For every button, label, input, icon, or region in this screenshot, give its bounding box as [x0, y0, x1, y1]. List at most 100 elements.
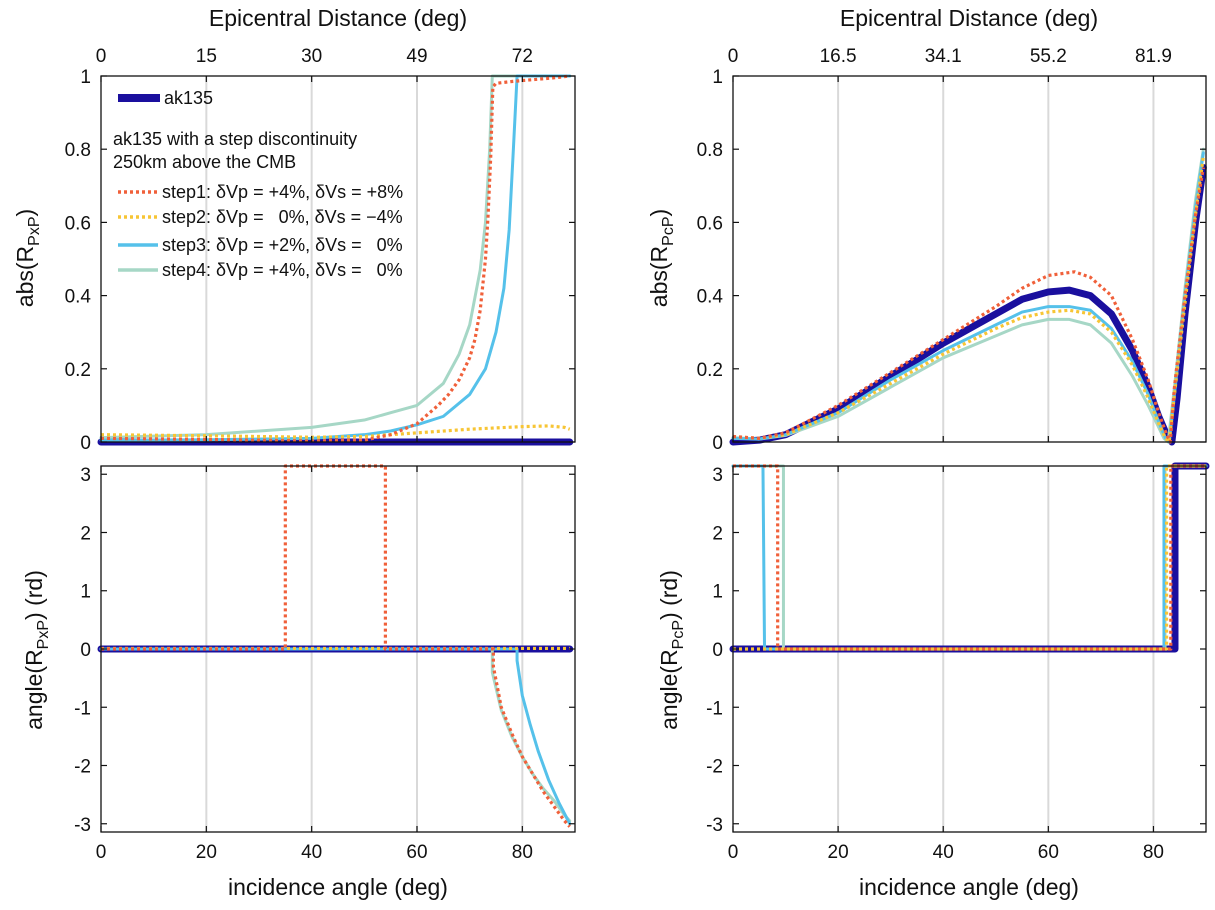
legend-label-step4: step4: δVp = +4%, δVs = 0% — [162, 260, 403, 280]
legend-note-line1: ak135 with a step discontinuity — [113, 129, 357, 149]
y-axis-title-sub: PcP — [660, 216, 677, 245]
series-line-step3 — [731, 464, 1208, 651]
legend-note-line2: 250km above the CMB — [113, 152, 296, 172]
series-line-step4 — [731, 464, 1208, 651]
y-axis-title-tail: ) — [646, 209, 672, 217]
series-line-ak135 — [729, 462, 1210, 653]
x-tick-label: 80 — [512, 842, 533, 863]
top-tick-label: 15 — [196, 46, 217, 67]
y-tick-label: 1 — [80, 582, 91, 603]
y-tick-label: -1 — [74, 698, 91, 719]
grid-lines — [205, 76, 524, 442]
y-tick-label: 2 — [712, 523, 723, 544]
legend-label-step3: step3: δVp = +2%, δVs = 0% — [162, 235, 403, 255]
grid-lines — [837, 76, 1155, 442]
legend-label-step1: step1: δVp = +4%, δVs = +8% — [162, 182, 403, 202]
top-tick-label: 81.9 — [1135, 46, 1172, 67]
legend: ak135 ak135 with a step discontinuity 25… — [113, 88, 403, 280]
series-line-step3 — [731, 151, 1205, 444]
x-tick-label: 40 — [301, 842, 322, 863]
y-axis-title-sub: PcP — [670, 620, 687, 649]
y-axis-title-main: abs(R — [12, 246, 38, 307]
y-tick-label: 1 — [712, 582, 723, 603]
y-tick-label: 1 — [80, 67, 91, 88]
panel-pxp-abs: 0 15 30 49 72 0 0.2 0.4 0.6 0.8 1 Epicentral Dista… — [12, 5, 576, 454]
y-tick-label: 0 — [80, 433, 91, 454]
y-tick-label: 1 — [712, 67, 723, 88]
y-tick-label: 0 — [712, 433, 723, 454]
y-axis-title-main: angle(R — [656, 649, 682, 730]
y-tick-label: -3 — [74, 815, 91, 836]
series-line-step3 — [99, 647, 572, 826]
panel-pxp-angle: 0 20 40 60 80 -3 -2 -1 0 1 2 3 incidence angle (deg… — [21, 464, 576, 900]
y-axis-title: angle(RPxP) (rd) — [21, 570, 52, 730]
y-tick-label: 2 — [80, 523, 91, 544]
x-axis-title: incidence angle (deg) — [859, 874, 1079, 900]
x-tick-label: 20 — [828, 842, 849, 863]
top-tick-label: 72 — [512, 46, 533, 67]
panel-pcp-angle: 0 20 40 60 80 -3 -2 -1 0 1 2 3 incidence angle (deg… — [656, 462, 1210, 900]
y-axis-title: abs(RPxP) — [12, 209, 43, 307]
x-tick-label: 0 — [728, 842, 739, 863]
series-line-step2 — [100, 424, 571, 439]
series-line-step4 — [99, 647, 572, 823]
y-axis-title: abs(RPcP) — [646, 209, 677, 307]
x-tick-label: 60 — [1038, 842, 1059, 863]
top-axis-title: Epicentral Distance (deg) — [840, 5, 1098, 31]
y-tick-label: 3 — [712, 465, 723, 486]
series-line-step2 — [732, 156, 1205, 444]
legend-label-ak135: ak135 — [164, 88, 213, 108]
x-tick-label: 60 — [406, 842, 427, 863]
y-axis-title-sub: PxP — [35, 620, 52, 649]
top-tick-label: 55.2 — [1030, 46, 1067, 67]
y-tick-label: 0.4 — [697, 287, 724, 308]
legend-label-step2: step2: δVp = 0%, δVs = −4% — [162, 207, 403, 227]
top-tick-label: 0 — [96, 46, 107, 67]
y-tick-label: -1 — [706, 698, 723, 719]
y-tick-label: 0.8 — [697, 140, 723, 161]
y-axis-title-main: angle(R — [21, 649, 47, 730]
y-tick-label: 0.6 — [65, 213, 91, 234]
y-axis-title-main: abs(R — [646, 246, 672, 307]
y-axis-title: angle(RPcP) (rd) — [656, 570, 687, 730]
y-tick-label: 0.6 — [697, 213, 723, 234]
y-axis-title-sub: PxP — [26, 216, 43, 245]
series-line-ak135 — [729, 164, 1207, 446]
axis-ticks: 0 20 40 60 80 -3 -2 -1 0 1 2 3 — [706, 465, 1206, 863]
series-line-step4 — [731, 147, 1205, 444]
series-line-step1 — [101, 464, 571, 828]
top-tick-label: 34.1 — [925, 46, 962, 67]
y-tick-label: 0 — [80, 640, 91, 661]
y-tick-label: 0.4 — [65, 287, 92, 308]
series-line-step1 — [100, 74, 570, 443]
y-tick-label: -2 — [74, 757, 91, 778]
axis-ticks: 0 16.5 34.1 55.2 81.9 0 0.2 0.4 0.6 0.8 1 — [697, 46, 1206, 454]
top-axis-title: Epicentral Distance (deg) — [209, 5, 467, 31]
x-tick-label: 80 — [1143, 842, 1164, 863]
y-tick-label: 0.8 — [65, 140, 91, 161]
y-tick-label: 3 — [80, 465, 91, 486]
y-axis-title-tail: ) (rd) — [656, 570, 682, 620]
plot-frame — [732, 75, 1207, 443]
y-tick-label: 0.2 — [697, 360, 723, 381]
axis-ticks: 0 15 30 49 72 0 0.2 0.4 0.6 0.8 1 — [65, 46, 575, 454]
panel-pcp-abs: 0 16.5 34.1 55.2 81.9 0 0.2 0.4 0.6 0.8 1 Epicentr… — [646, 5, 1207, 454]
top-tick-label: 16.5 — [820, 46, 857, 67]
series-line-step2 — [733, 464, 1206, 651]
series-line-step1 — [733, 464, 1206, 651]
y-tick-label: -2 — [706, 757, 723, 778]
top-tick-label: 0 — [728, 46, 739, 67]
series-lines — [97, 464, 574, 828]
axis-ticks: 0 20 40 60 80 -3 -2 -1 0 1 2 3 — [74, 465, 575, 863]
series-line-step1 — [732, 167, 1205, 444]
x-tick-label: 40 — [933, 842, 954, 863]
x-tick-label: 0 — [96, 842, 107, 863]
series-lines — [729, 147, 1207, 446]
y-tick-label: 0.2 — [65, 360, 91, 381]
y-tick-label: 0 — [712, 640, 723, 661]
top-tick-label: 49 — [406, 46, 427, 67]
y-axis-title-tail: ) — [12, 209, 38, 217]
plot-frame — [100, 75, 576, 443]
top-tick-label: 30 — [301, 46, 322, 67]
